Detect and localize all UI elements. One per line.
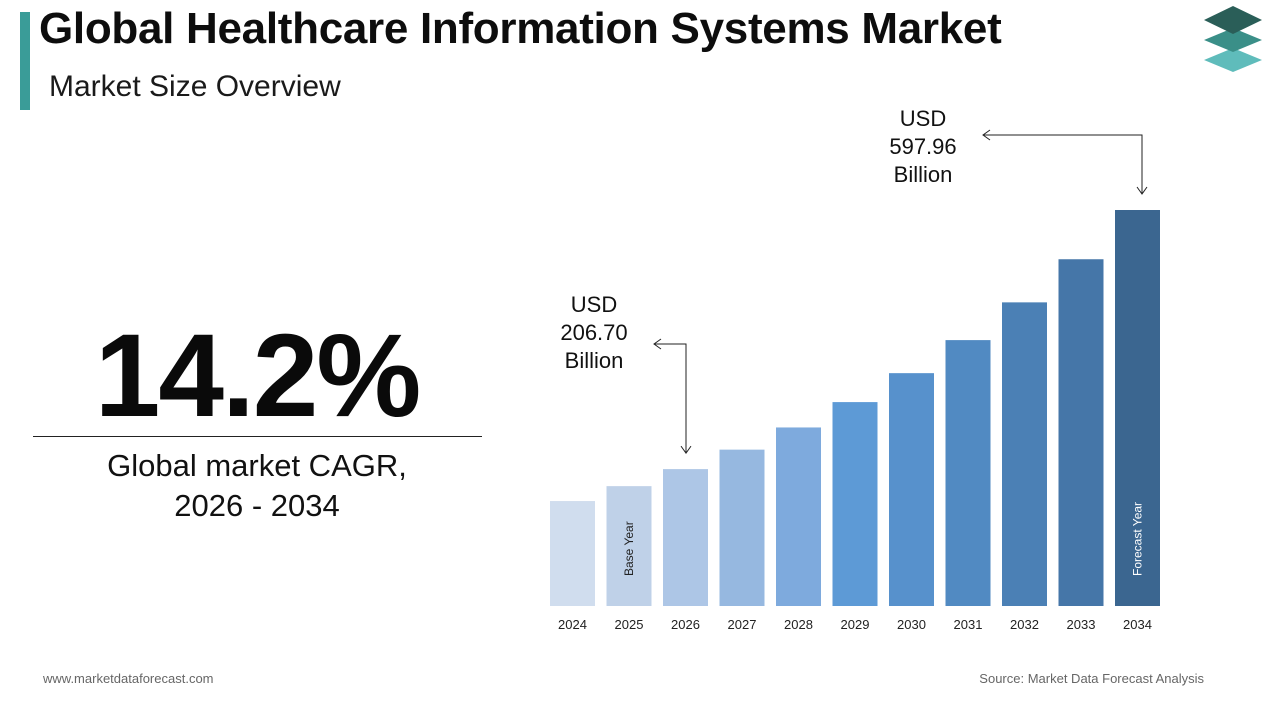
annotation-2026-line-1: USD bbox=[571, 292, 617, 317]
bar-2031 bbox=[945, 340, 991, 606]
bar-2025 bbox=[606, 486, 652, 606]
annotation-2034-line-3: Billion bbox=[894, 162, 953, 187]
annotation-2034-arrowhead-left bbox=[982, 129, 991, 141]
x-tick-label-2027: 2027 bbox=[728, 617, 757, 632]
annotation-2026: USD 206.70 Billion bbox=[560, 292, 692, 454]
annotation-2034-line-1: USD bbox=[900, 106, 946, 131]
bar-2033 bbox=[1058, 259, 1104, 606]
footer-source: Source: Market Data Forecast Analysis bbox=[979, 671, 1204, 686]
title-accent-bar bbox=[20, 12, 30, 110]
bar-2027 bbox=[719, 449, 765, 606]
annotation-2026-line-3: Billion bbox=[565, 348, 624, 373]
x-tick-label-2034: 2034 bbox=[1123, 617, 1152, 632]
annotation-2034-arrowhead-down bbox=[1136, 186, 1148, 195]
x-tick-label-2025: 2025 bbox=[615, 617, 644, 632]
bar-label-base-year: Base Year bbox=[622, 521, 636, 576]
x-tick-label-2033: 2033 bbox=[1067, 617, 1096, 632]
cagr-label: Global market CAGR, 2026 - 2034 bbox=[32, 446, 482, 526]
x-tick-label-2028: 2028 bbox=[784, 617, 813, 632]
x-tick-label-2026: 2026 bbox=[671, 617, 700, 632]
cagr-value: 14.2% bbox=[94, 310, 422, 442]
annotation-2034: USD 597.96 Billion bbox=[889, 106, 1148, 195]
annotation-2034-line-2: 597.96 bbox=[889, 134, 956, 159]
annotation-2026-arrowhead-left bbox=[653, 338, 662, 350]
x-tick-label-2031: 2031 bbox=[954, 617, 983, 632]
cagr-label-line2: 2026 - 2034 bbox=[174, 488, 340, 523]
bar-2030 bbox=[889, 373, 934, 606]
cagr-divider bbox=[33, 436, 482, 437]
annotation-2034-connector bbox=[983, 134, 1143, 194]
annotation-2026-connector bbox=[654, 343, 687, 454]
layers-logo-icon bbox=[1204, 6, 1262, 72]
x-tick-label-2030: 2030 bbox=[897, 617, 926, 632]
page-subtitle: Market Size Overview bbox=[49, 70, 341, 103]
cagr-label-line1: Global market CAGR, bbox=[107, 448, 407, 483]
bar-label-forecast-year: Forecast Year bbox=[1131, 502, 1145, 576]
bar-2029 bbox=[832, 402, 878, 606]
bar-2032 bbox=[1002, 302, 1047, 606]
annotation-2026-arrowhead-down bbox=[680, 445, 692, 454]
footer-website: www.marketdataforecast.com bbox=[43, 671, 214, 686]
x-tick-label-2032: 2032 bbox=[1010, 617, 1039, 632]
bar-2028 bbox=[776, 427, 821, 606]
page-title: Global Healthcare Information Systems Ma… bbox=[39, 4, 1002, 53]
bar-2034 bbox=[1115, 210, 1160, 606]
bar-2026 bbox=[663, 469, 708, 606]
x-tick-label-2024: 2024 bbox=[558, 617, 587, 632]
x-tick-label-2029: 2029 bbox=[841, 617, 870, 632]
annotation-2026-line-2: 206.70 bbox=[560, 320, 627, 345]
bar-2024 bbox=[550, 501, 595, 606]
